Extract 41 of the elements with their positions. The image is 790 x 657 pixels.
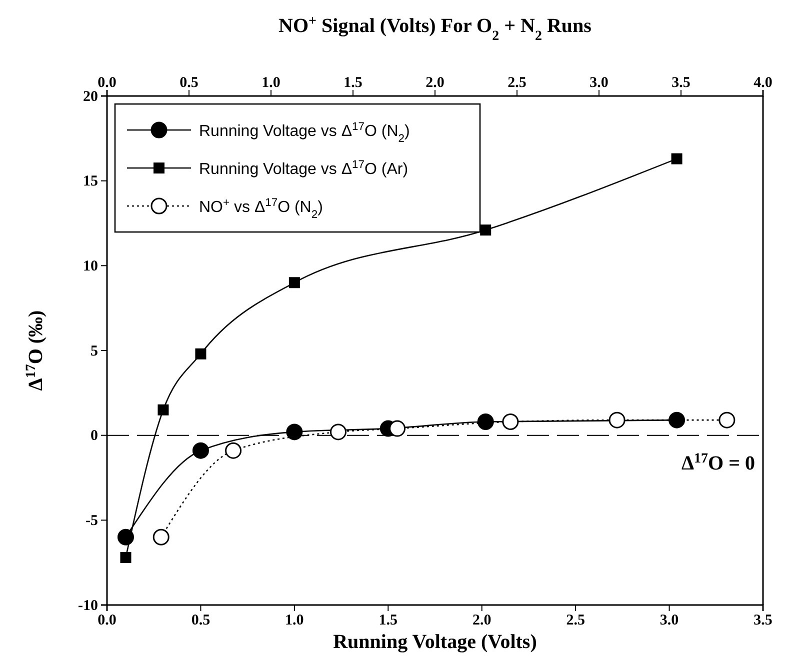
point xyxy=(477,414,494,430)
x2-tick-label: 2.0 xyxy=(426,75,444,91)
x2-axis-title: NO$^{+}$ Signal (Volts) For O$_{2}$ + N$_{2}$ Runs xyxy=(278,14,592,44)
x2-tick-label: 1.5 xyxy=(344,75,362,91)
point xyxy=(288,277,300,288)
legend-label: Running Voltage vs Δ$^{17}$O (N$_{2}$) xyxy=(199,121,410,145)
ref-line-label: Δ$^{17}$O = 0 xyxy=(682,450,755,474)
x-axis-title: Running Voltage (Volts) xyxy=(333,631,537,653)
x2-tick-label: 0.5 xyxy=(180,75,198,91)
x-tick-label: 1.0 xyxy=(285,612,304,629)
x2-tick-label: 1.0 xyxy=(262,75,280,91)
point xyxy=(195,348,206,360)
point xyxy=(120,552,132,563)
point xyxy=(192,442,209,459)
legend-label: Running Voltage vs Δ$^{17}$O (Ar) xyxy=(199,159,408,178)
point xyxy=(480,224,492,236)
y-tick-label: -10 xyxy=(78,598,98,614)
y-tick-label: -5 xyxy=(86,512,98,529)
y-tick-label: 10 xyxy=(83,258,98,274)
point xyxy=(286,424,303,440)
x-tick-label: 0.5 xyxy=(191,612,210,629)
point xyxy=(158,404,169,416)
x2-tick-label: 3.5 xyxy=(672,75,690,91)
y-tick-label: 20 xyxy=(83,88,98,105)
x-tick-label: 0.0 xyxy=(98,612,116,629)
x-tick-label: 3.0 xyxy=(660,612,679,629)
x2-tick-label: 3.0 xyxy=(590,75,608,91)
legend-label: NO$^{+}$ vs Δ$^{17}$O (N$_{2}$) xyxy=(199,197,323,221)
point xyxy=(668,412,686,428)
x-tick-label: 2.5 xyxy=(566,612,585,629)
x-tick-label: 1.5 xyxy=(378,612,398,629)
point xyxy=(671,153,682,164)
x-tick-label: 3.5 xyxy=(754,612,772,629)
y-tick-label: 0 xyxy=(90,428,98,444)
y-tick-label: 15 xyxy=(83,174,98,190)
point xyxy=(117,528,134,546)
x-tick-label: 2.0 xyxy=(472,612,492,629)
x2-tick-label: 0.0 xyxy=(98,75,116,91)
y-tick-label: 5 xyxy=(90,343,98,360)
x2-tick-label: 4.0 xyxy=(754,75,772,91)
x2-tick-label: 2.5 xyxy=(508,75,526,91)
